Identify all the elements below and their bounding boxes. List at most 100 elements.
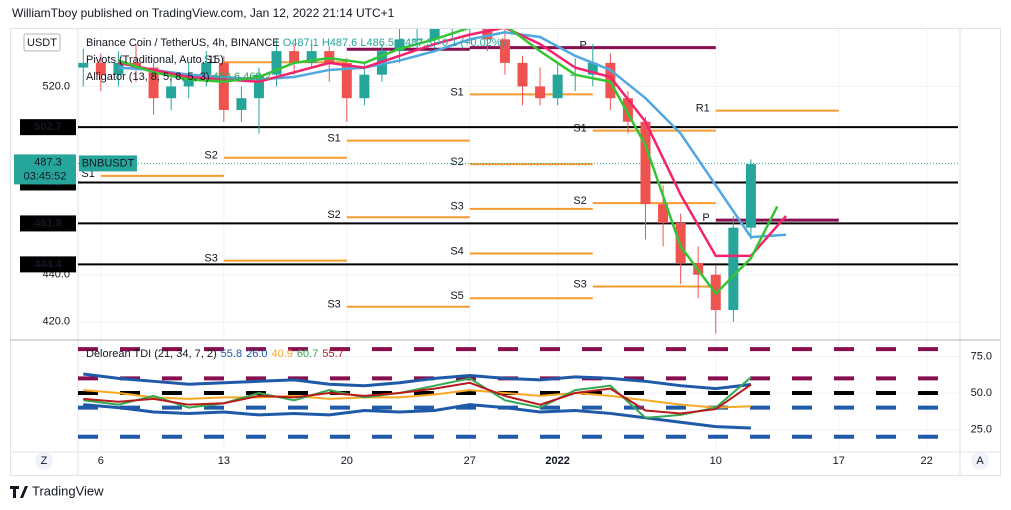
- logo: [10, 486, 28, 498]
- tdi-line: [83, 376, 752, 419]
- pivot-label: S2: [327, 209, 340, 221]
- publisher: WilliamTboy published on TradingView.com…: [12, 6, 395, 20]
- candle-body: [394, 39, 405, 52]
- legend-main: Binance Coin / TetherUS, 4h, BINANCE O48…: [86, 37, 505, 49]
- chart-frame: [10, 28, 1001, 476]
- level-tag: [20, 215, 76, 232]
- candle-body: [517, 62, 528, 87]
- pivot-label: S3: [327, 299, 340, 311]
- auto-label[interactable]: A: [976, 455, 984, 467]
- level-label: 502.7: [34, 121, 62, 133]
- candle-body: [289, 51, 300, 63]
- candle-body: [412, 39, 423, 41]
- tdi-line: [83, 372, 752, 391]
- alligator-title: Alligator (13, 8, 5, 8, 5, 3): [86, 71, 210, 83]
- y-tick-label: 520.0: [42, 80, 70, 92]
- tdi-line: [83, 381, 752, 415]
- candle-body: [236, 98, 247, 110]
- candle-body: [253, 74, 264, 99]
- candle-body: [78, 62, 89, 68]
- ohlc: O487.1 H487.6 L486.5 C487.3 +0.1 (+0.02%…: [283, 37, 506, 49]
- legend-tdi: Delorean TDI (21, 34, 7, 2) 55.8 26.0 40.9 6…: [86, 348, 344, 360]
- symbol-label: BNBUSDT: [82, 157, 135, 169]
- candle-body: [552, 74, 563, 99]
- pivot-label: S1: [450, 86, 463, 98]
- x-tick-label: 10: [710, 455, 722, 467]
- pivot-label: S3: [573, 278, 586, 290]
- tdi-value: 26.0: [246, 348, 267, 360]
- candle-body: [640, 121, 651, 205]
- tdi-value: 55.8: [221, 348, 242, 360]
- level-tag: [20, 119, 76, 136]
- pivot-label: P: [702, 212, 709, 224]
- tdi-line: [83, 403, 751, 430]
- pivot-label: P: [579, 40, 586, 52]
- x-tick-label: 17: [833, 455, 845, 467]
- candle-body: [622, 98, 633, 122]
- candle-body: [587, 62, 598, 75]
- legend-pivots: Pivots (Traditional, Auto, 15): [86, 54, 224, 66]
- x-tick-label: 22: [920, 455, 932, 467]
- pivot-label: S2: [204, 150, 217, 162]
- candle-body: [218, 62, 229, 110]
- y-tick-label: 50.0: [971, 387, 992, 399]
- y-tick-label: 420.0: [42, 316, 70, 328]
- x-tick-label: 2022: [545, 455, 569, 467]
- x-tick-label: 27: [464, 455, 476, 467]
- tdi-value: 40.9: [272, 348, 293, 360]
- tdi-value: 60.7: [297, 348, 318, 360]
- x-tick-label: 6: [98, 455, 104, 467]
- candle-body: [728, 227, 739, 311]
- pivot-label: R1: [696, 103, 710, 115]
- tdi-pane: [78, 341, 960, 452]
- auto-button[interactable]: [971, 452, 989, 470]
- zoom-button[interactable]: [35, 452, 53, 470]
- x-tick-label: 13: [218, 455, 230, 467]
- symbol-tag: [79, 155, 137, 172]
- candle-body: [148, 67, 159, 99]
- level-tag: [20, 256, 76, 273]
- candle-body: [271, 51, 282, 75]
- tdi-line: [83, 389, 751, 409]
- pivot-label: S2: [450, 156, 463, 168]
- alligator-line: [118, 29, 779, 296]
- overlay: 6 13 20 27 2022 10 17 22520.0440.0420.075.050.0…: [14, 80, 992, 467]
- tdi-title: Delorean TDI (21, 34, 7, 2): [86, 348, 217, 360]
- candle-body: [166, 86, 177, 99]
- pivot-label: S3: [204, 253, 217, 265]
- currency-box: [23, 33, 61, 52]
- candle-body: [306, 51, 317, 63]
- pivot-label: S1: [573, 123, 586, 135]
- y-tick-label: 75.0: [971, 350, 992, 362]
- countdown: 03:45:52: [24, 170, 67, 182]
- brand: TradingView: [32, 483, 104, 498]
- alligator-line: [118, 31, 787, 239]
- zoom-label[interactable]: Z: [41, 455, 48, 467]
- y-tick-label: 25.0: [971, 423, 992, 435]
- candle-body: [499, 39, 510, 63]
- level-label: 461.8: [34, 217, 62, 229]
- alligator-values: 460.6 468.2: [213, 71, 271, 83]
- pivot-label: S1: [327, 132, 340, 144]
- price-label: 487.3: [34, 156, 62, 168]
- candle-body: [482, 29, 493, 40]
- currency: USDT: [27, 37, 57, 49]
- candle-body: [341, 62, 352, 99]
- pivot-label: S3: [450, 201, 463, 213]
- pivot-label: S5: [450, 290, 463, 302]
- candle-body: [95, 62, 106, 75]
- symbol-title: Binance Coin / TetherUS, 4h, BINANCE: [86, 37, 280, 49]
- level-label: 444.4: [34, 258, 62, 270]
- legend-alligator: Alligator (13, 8, 5, 8, 5, 3) 460.6 468.…: [86, 71, 271, 83]
- candle-body: [658, 204, 669, 223]
- price-tag: [14, 154, 76, 185]
- candle-body: [465, 21, 475, 28]
- candle-body: [429, 29, 440, 40]
- candle-body: [745, 164, 756, 228]
- pivot-label: S4: [450, 245, 463, 257]
- pivot-label: S2: [573, 195, 586, 207]
- tdi-value: 55.7: [322, 348, 343, 360]
